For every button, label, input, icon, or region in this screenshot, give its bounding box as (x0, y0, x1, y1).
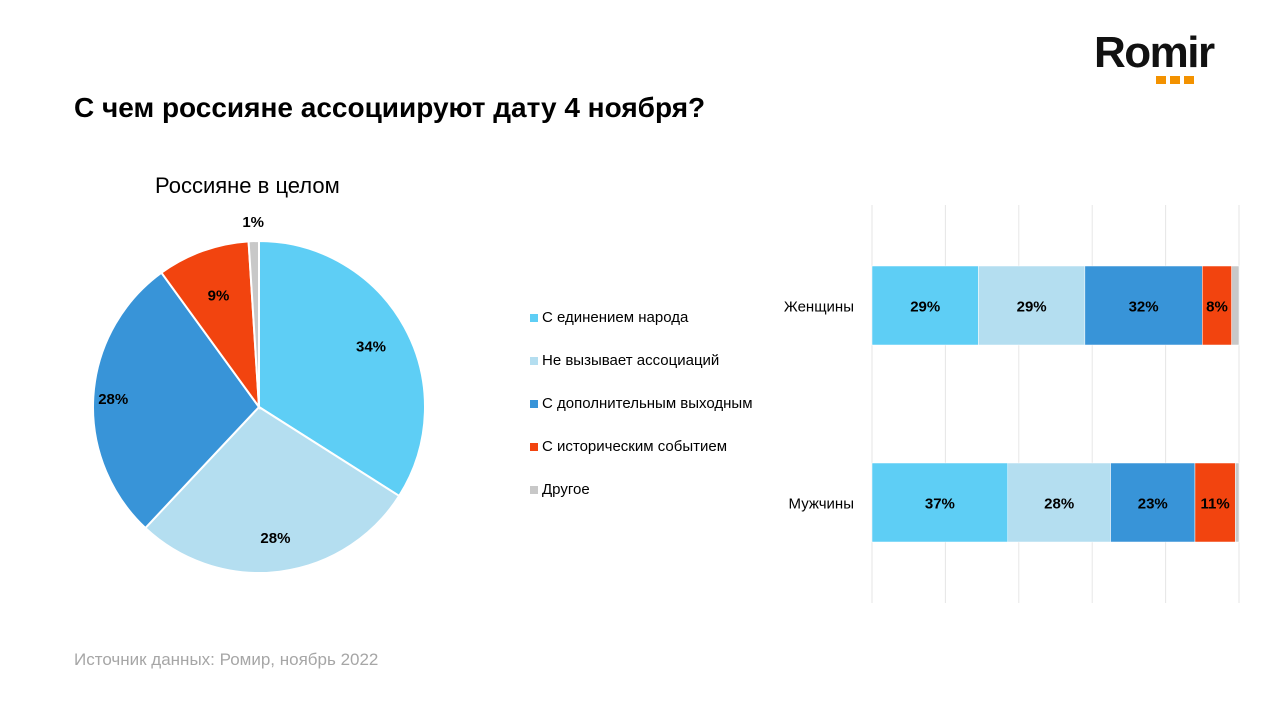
bar-data-label: 28% (1044, 496, 1074, 513)
bar-data-label: 29% (910, 299, 940, 316)
legend-label: С историческим событием (542, 438, 728, 455)
bar-data-label: 11% (1201, 496, 1230, 513)
pie-slice (160, 240, 261, 411)
legend-swatch (530, 357, 538, 365)
category-label: Мужчины (789, 496, 854, 513)
pie-chart-title: Россияне в целом (155, 173, 340, 198)
bar-segment (978, 265, 1086, 346)
legend-swatch (530, 486, 538, 494)
bar-data-label: 37% (925, 496, 955, 513)
logo-text: Romir (1094, 28, 1215, 77)
stacked-bar-chart: Женщины 29% 29% 32% 8% Мужчины 37% 28% 23% 11% (784, 205, 1240, 603)
pie-data-label: 1% (242, 214, 264, 231)
bar-segment (871, 462, 1009, 543)
bar-segment (871, 265, 979, 346)
chart-legend: С единением народа Не вызывает ассоциаций… (530, 305, 753, 520)
pie-slice (247, 239, 260, 408)
legend-label: Другое (542, 481, 590, 498)
legend-label: С дополнительным выходным (542, 395, 753, 412)
bar-segment (1194, 462, 1236, 543)
legend-label: С единением народа (542, 309, 689, 326)
legend-item: Другое (530, 477, 753, 520)
bar-data-label: 32% (1129, 299, 1159, 316)
legend-swatch (530, 314, 538, 322)
data-source-note: Источник данных: Ромир, ноябрь 2022 (74, 650, 379, 669)
pie-slice (92, 271, 261, 530)
pie-data-label: 34% (356, 338, 386, 355)
logo-dots (1156, 76, 1194, 84)
legend-swatch (530, 400, 538, 408)
legend-item: Не вызывает ассоциаций (530, 348, 753, 391)
legend-label: Не вызывает ассоциаций (542, 352, 720, 369)
legend-item: С историческим событием (530, 434, 753, 477)
page-title: С чем россияне ассоциируют дату 4 ноября… (74, 92, 706, 123)
pie-data-label: 28% (260, 530, 290, 547)
bar-segment (1007, 462, 1111, 543)
legend-item: С единением народа (530, 305, 753, 348)
bar-segment (1202, 265, 1232, 346)
bar-data-label: 29% (1017, 299, 1047, 316)
bar-segment (1084, 265, 1203, 346)
category-label: Женщины (784, 299, 854, 316)
bar-segment (1235, 462, 1240, 543)
bar-segment (1231, 265, 1240, 346)
legend-item: С дополнительным выходным (530, 391, 753, 434)
pie-data-label: 9% (208, 288, 230, 305)
legend-swatch (530, 443, 538, 451)
pie-chart: 34% 28% 28% 9% 1% (92, 214, 426, 574)
romir-logo: Romir (1094, 26, 1244, 90)
pie-slice (143, 405, 401, 574)
pie-data-label: 28% (98, 391, 128, 408)
bar-segment (1110, 462, 1196, 543)
bar-data-label: 8% (1206, 299, 1228, 316)
bar-data-label: 23% (1138, 496, 1168, 513)
